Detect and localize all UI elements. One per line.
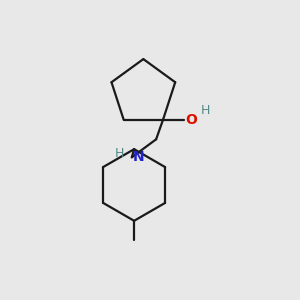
Text: N: N bbox=[133, 150, 145, 164]
Text: H: H bbox=[115, 147, 124, 160]
Text: O: O bbox=[186, 113, 198, 127]
Text: H: H bbox=[200, 104, 210, 117]
